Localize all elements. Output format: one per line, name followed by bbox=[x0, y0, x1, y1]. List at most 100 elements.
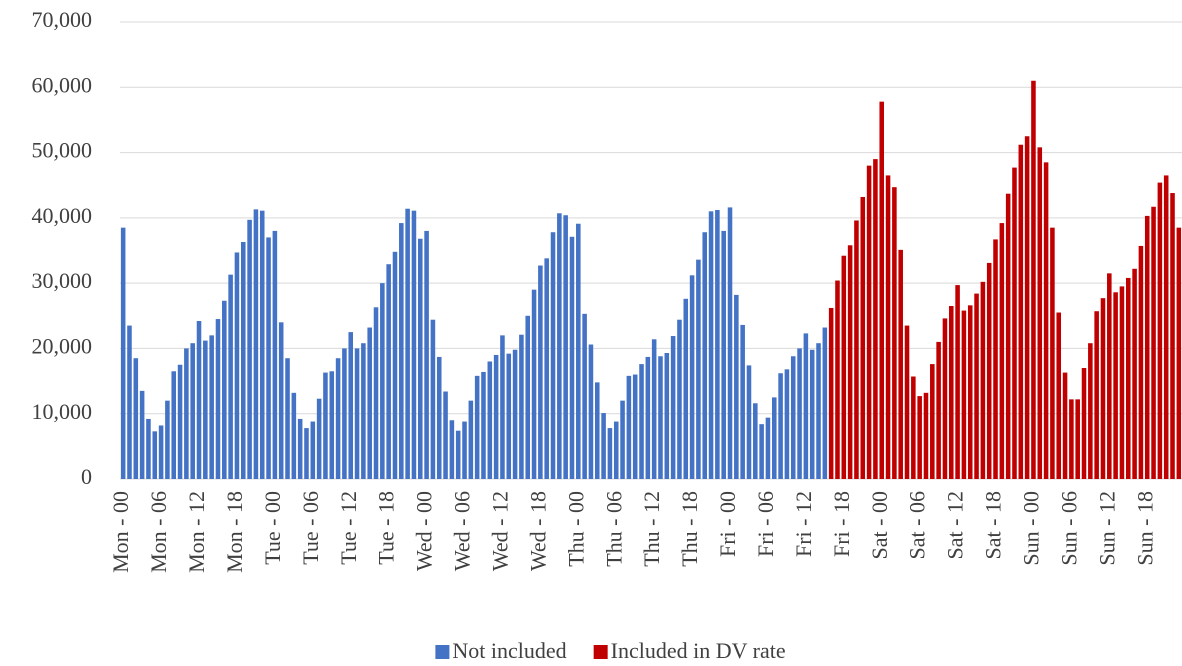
bar bbox=[361, 343, 366, 479]
bar bbox=[822, 327, 828, 479]
y-tick-label: 30,000 bbox=[32, 268, 93, 293]
bar bbox=[986, 262, 992, 479]
x-tick-label: Thu - 12 bbox=[639, 491, 664, 567]
bar bbox=[771, 397, 777, 479]
bar bbox=[980, 281, 986, 479]
bar bbox=[613, 421, 619, 479]
bar bbox=[999, 223, 1005, 479]
bar bbox=[866, 165, 872, 479]
bar bbox=[342, 348, 347, 479]
bar bbox=[215, 319, 221, 479]
bar bbox=[190, 343, 195, 479]
bar bbox=[266, 237, 271, 479]
bar bbox=[1081, 368, 1087, 479]
bar bbox=[203, 340, 208, 479]
bar bbox=[828, 307, 834, 479]
bar bbox=[120, 227, 126, 479]
bar bbox=[1119, 286, 1125, 479]
x-tick-label: Mon - 18 bbox=[222, 491, 247, 573]
x-tick-label: Wed - 12 bbox=[487, 491, 512, 571]
bar bbox=[430, 319, 436, 479]
bar bbox=[139, 390, 145, 479]
bar bbox=[948, 305, 954, 479]
x-tick-label: Fri - 18 bbox=[829, 491, 854, 557]
bar bbox=[778, 373, 783, 479]
bar bbox=[424, 230, 429, 479]
x-tick-label: Sun - 18 bbox=[1132, 491, 1157, 566]
bar bbox=[399, 223, 404, 479]
x-tick-label: Fri - 12 bbox=[791, 491, 816, 557]
bar bbox=[1163, 175, 1169, 479]
bar bbox=[1024, 136, 1030, 479]
x-tick-label: Tue - 00 bbox=[260, 491, 285, 565]
bar bbox=[373, 307, 379, 479]
bar bbox=[171, 371, 177, 479]
bar bbox=[898, 249, 903, 479]
bar bbox=[329, 371, 335, 479]
bar bbox=[550, 232, 556, 479]
bar bbox=[702, 232, 708, 479]
bar bbox=[380, 283, 385, 479]
bar bbox=[443, 391, 448, 479]
bar bbox=[588, 344, 594, 479]
bar bbox=[885, 175, 891, 479]
bar bbox=[1062, 372, 1068, 479]
bar bbox=[569, 236, 575, 479]
bar bbox=[297, 418, 303, 479]
bar bbox=[993, 239, 998, 479]
bar bbox=[753, 403, 758, 479]
bar bbox=[582, 313, 587, 479]
bar bbox=[323, 372, 328, 479]
bar bbox=[651, 339, 657, 479]
bar bbox=[247, 219, 252, 479]
bar bbox=[1043, 162, 1049, 479]
bar bbox=[512, 349, 518, 479]
bar bbox=[405, 208, 410, 479]
bar bbox=[531, 289, 537, 479]
bar bbox=[449, 420, 455, 479]
y-tick-label: 50,000 bbox=[32, 138, 93, 163]
bar bbox=[278, 322, 284, 479]
bar bbox=[1144, 215, 1150, 480]
x-tick-label: Sat - 06 bbox=[905, 491, 930, 559]
bar bbox=[240, 242, 246, 479]
bar bbox=[873, 159, 878, 479]
bar bbox=[639, 364, 644, 479]
x-tick-label: Tue - 06 bbox=[298, 491, 323, 565]
bar bbox=[689, 275, 695, 479]
bar bbox=[936, 341, 941, 479]
bar bbox=[1037, 147, 1043, 479]
bar bbox=[563, 215, 568, 479]
legend-label: Included in DV rate bbox=[611, 638, 786, 663]
x-tick-label: Sat - 12 bbox=[943, 491, 968, 559]
bar bbox=[803, 333, 809, 479]
legend-label: Not included bbox=[452, 638, 566, 663]
bar bbox=[228, 274, 233, 479]
bar bbox=[1125, 277, 1131, 479]
bar bbox=[481, 371, 486, 479]
bar bbox=[127, 325, 132, 479]
bar bbox=[1012, 167, 1017, 479]
bar bbox=[222, 300, 227, 479]
bar bbox=[354, 348, 360, 479]
bar bbox=[784, 369, 790, 479]
bar bbox=[487, 361, 493, 479]
bar bbox=[506, 353, 512, 479]
x-tick-label: Tue - 18 bbox=[374, 491, 399, 565]
bar bbox=[942, 318, 948, 479]
bar bbox=[316, 398, 322, 479]
bar bbox=[1088, 343, 1093, 479]
bar bbox=[734, 294, 739, 479]
bar bbox=[721, 230, 726, 479]
bar bbox=[184, 348, 189, 479]
bar bbox=[1132, 268, 1137, 479]
bar bbox=[632, 374, 638, 479]
bar bbox=[209, 335, 214, 479]
bar bbox=[1100, 298, 1106, 479]
bar bbox=[196, 321, 202, 479]
bar bbox=[1151, 206, 1156, 479]
bar bbox=[304, 428, 309, 479]
bar bbox=[474, 375, 480, 479]
bar bbox=[1005, 193, 1011, 480]
